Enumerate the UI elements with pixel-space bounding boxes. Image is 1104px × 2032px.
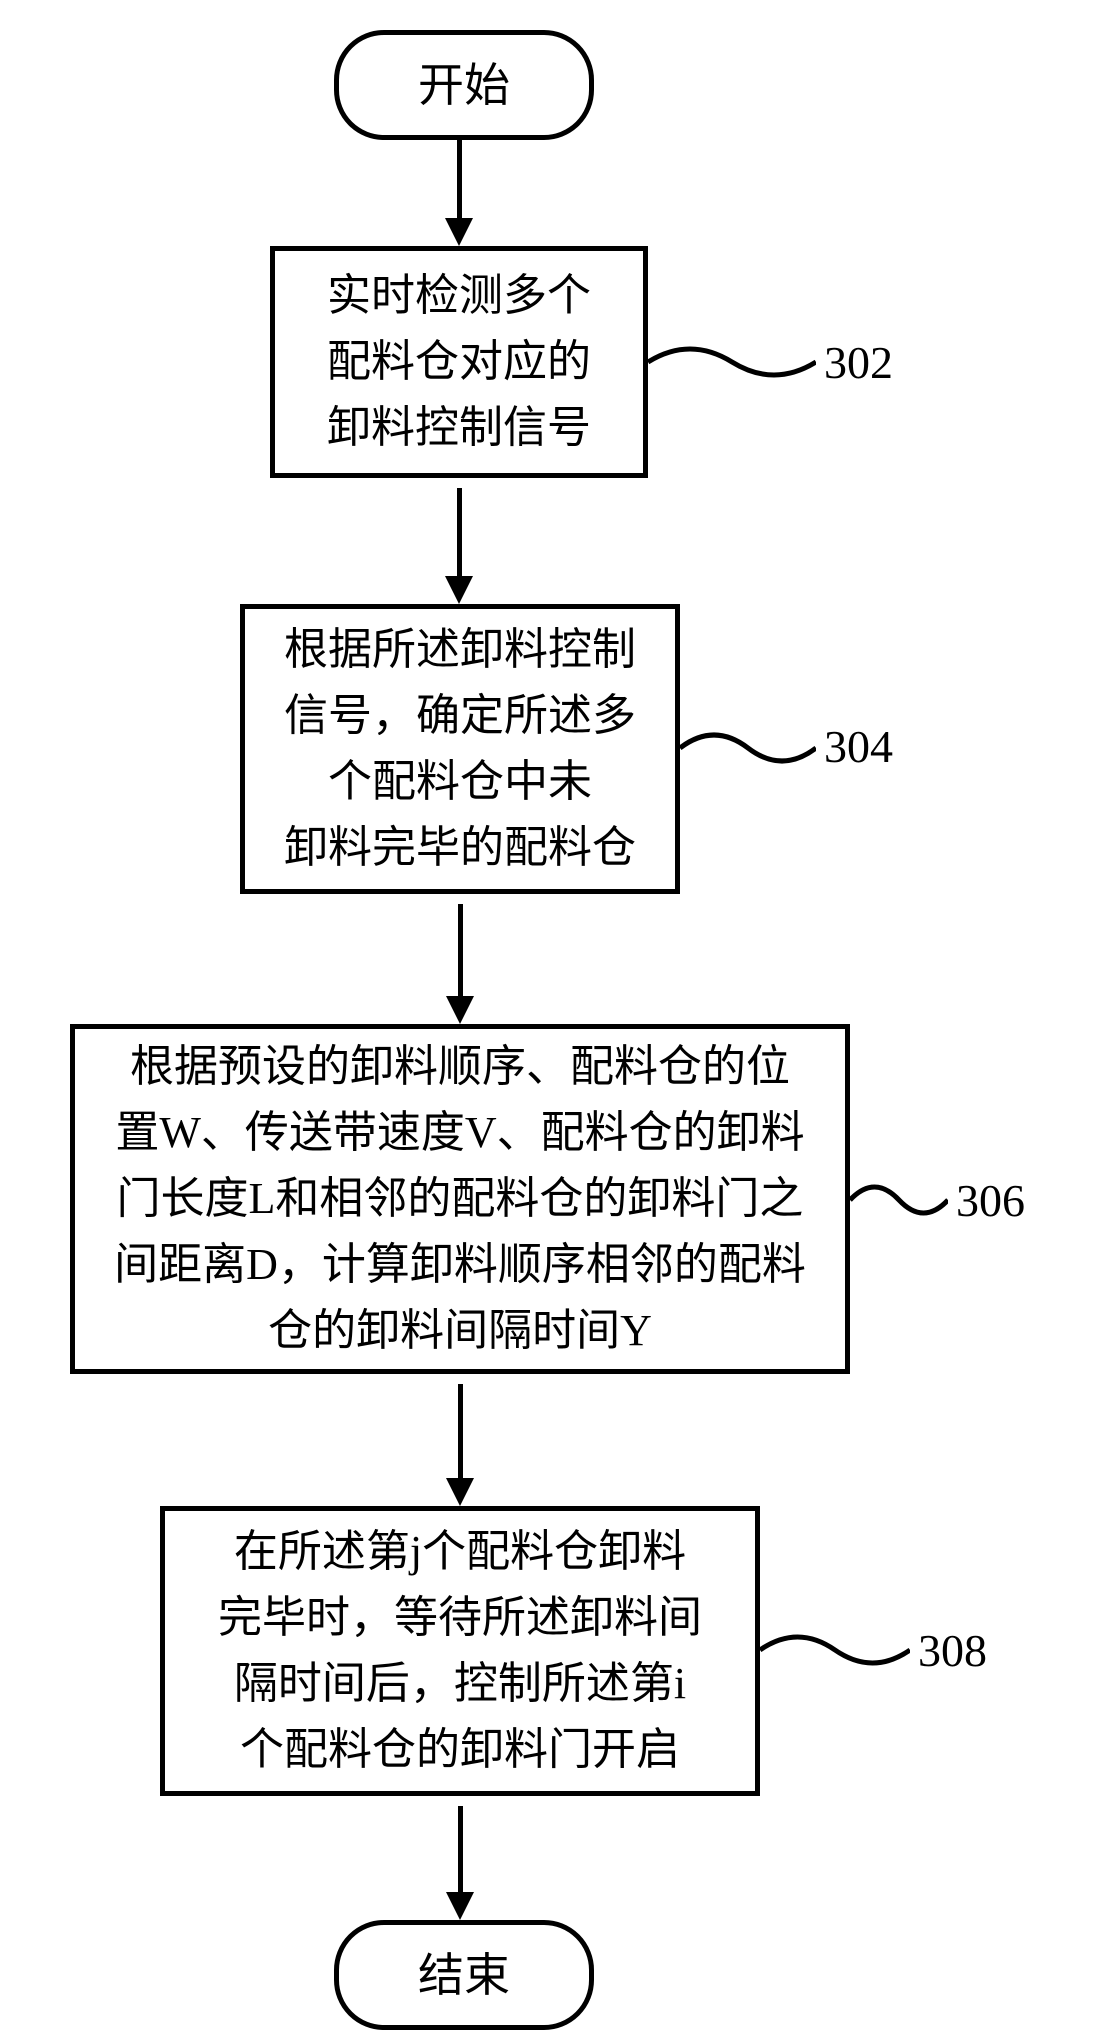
start-node: 开始: [334, 30, 594, 140]
step-306-node: 根据预设的卸料顺序、配料仓的位置W、传送带速度V、配料仓的卸料门长度L和相邻的配…: [70, 1024, 850, 1374]
squiggle-304-icon: [680, 717, 816, 779]
arrow-1-line: [457, 140, 462, 222]
step-308-label: 在所述第j个配料仓卸料完毕时，等待所述卸料间隔时间后，控制所述第i个配料仓的卸料…: [218, 1519, 702, 1783]
ref-304-label: 304: [824, 720, 893, 773]
squiggle-308-icon: [760, 1619, 910, 1681]
step-304-label: 根据所述卸料控制信号，确定所述多个配料仓中未卸料完毕的配料仓: [284, 617, 636, 881]
arrow-3-line: [458, 904, 463, 1000]
step-304-node: 根据所述卸料控制信号，确定所述多个配料仓中未卸料完毕的配料仓: [240, 604, 680, 894]
arrow-5-head: [446, 1892, 474, 1920]
step-302-node: 实时检测多个配料仓对应的卸料控制信号: [270, 246, 648, 478]
ref-302-label: 302: [824, 336, 893, 389]
arrow-2-line: [457, 488, 462, 580]
arrow-2-head: [445, 576, 473, 604]
step-308-node: 在所述第j个配料仓卸料完毕时，等待所述卸料间隔时间后，控制所述第i个配料仓的卸料…: [160, 1506, 760, 1796]
ref-306-label: 306: [956, 1174, 1025, 1227]
step-306-label: 根据预设的卸料顺序、配料仓的位置W、传送带速度V、配料仓的卸料门长度L和相邻的配…: [114, 1034, 806, 1364]
arrow-3-head: [446, 996, 474, 1024]
end-label: 结束: [418, 1941, 510, 2010]
start-label: 开始: [418, 51, 510, 120]
ref-308-label: 308: [918, 1624, 987, 1677]
arrow-5-line: [458, 1806, 463, 1896]
flowchart-container: 开始 实时检测多个配料仓对应的卸料控制信号 根据所述卸料控制信号，确定所述多个配…: [0, 0, 1104, 2032]
squiggle-302-icon: [648, 331, 816, 393]
arrow-1-head: [445, 218, 473, 246]
step-302-label: 实时检测多个配料仓对应的卸料控制信号: [327, 263, 591, 461]
squiggle-306-icon: [850, 1169, 948, 1231]
arrow-4-line: [458, 1384, 463, 1482]
end-node: 结束: [334, 1920, 594, 2030]
arrow-4-head: [446, 1478, 474, 1506]
